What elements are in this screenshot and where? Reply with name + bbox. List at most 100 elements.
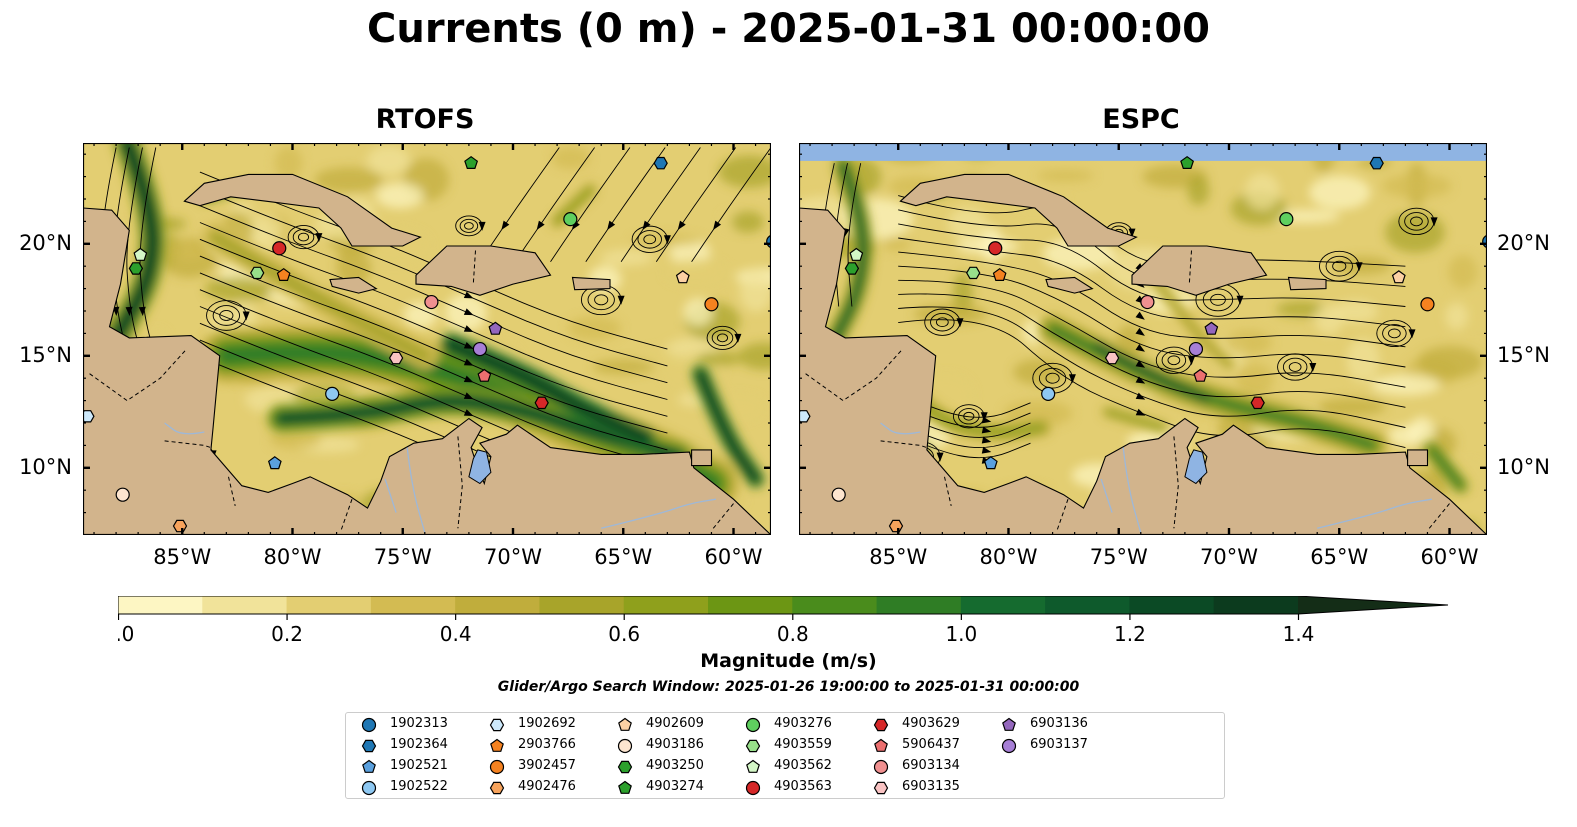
marker-1902521 [983,456,998,470]
colorbar-segment [960,596,1046,614]
land-central-america [799,207,1487,535]
land-puerto-rico [1287,276,1327,291]
marker-4903276 [563,212,578,227]
instrument-markers [799,155,1487,533]
legend-label: 4903559 [774,737,832,752]
legend-label: 3902457 [518,758,576,773]
legend-marker-1902522 [361,780,377,796]
legend-label: 4903629 [902,716,960,731]
x-tick-label-right: 60°W [1420,545,1479,569]
marker-5906437 [1193,368,1208,382]
y-tick-label-right: 15°N [1497,342,1550,367]
legend-label: 4902609 [646,716,704,731]
legend-label: 1902522 [390,779,448,794]
marker-4902609 [1391,270,1406,284]
marker-6903136 [1204,321,1219,335]
land-jamaica [329,276,378,294]
land-hispaniola [1131,245,1268,296]
land [799,173,1487,535]
colorbar-tick-label: 0.8 [777,622,809,646]
legend-marker-4903563 [745,780,761,796]
colorbar-segment [455,596,540,614]
marker-4903629 [534,396,549,410]
legend-marker-6903135 [873,781,889,795]
marker-4903274 [1180,155,1195,169]
map-panel-rtofs [83,143,771,535]
x-tick-label-right: 70°W [1200,545,1258,569]
colorbar-tick-label: 1.2 [1114,622,1146,646]
legend-label: 6903137 [1030,737,1088,752]
colorbar-tick-label: 1.0 [945,622,977,646]
marker-6903134 [424,294,439,310]
legend-label: 1902692 [518,716,576,731]
y-tick-label-left: 10°N [19,454,72,479]
marker-1902521 [267,456,282,470]
legend-label: 6903135 [902,779,960,794]
x-tick-label-right: 85°W [869,545,928,569]
marker-4903563 [988,241,1003,256]
marker-4903563 [272,241,287,256]
legend-marker-4903562 [746,759,760,773]
legend-marker-1902364 [361,739,377,753]
x-tick-label-right: 65°W [1310,545,1369,569]
marker-4903250 [844,262,860,275]
legend-label: 4903186 [646,737,704,752]
legend-marker-6903136 [1002,717,1016,731]
marker-2903766 [992,267,1007,281]
colorbar-extend-max [1298,596,1448,614]
x-tick-label-left: 75°W [373,545,432,569]
marker-4903562 [849,247,864,261]
marker-6903137 [472,341,488,357]
x-tick-label-left: 65°W [594,545,653,569]
legend-marker-4902476 [489,781,505,795]
instrument-markers [83,155,771,533]
search-window-note: Glider/Argo Search Window: 2025-01-26 19… [497,679,1080,695]
marker-4903559 [966,266,981,280]
legend-marker-3902457 [489,759,505,775]
marker-4902609 [675,270,690,284]
land-central-america [83,207,771,535]
legend-marker-1902521 [362,759,376,773]
marker-1902522 [325,386,340,401]
marker-3902457 [1420,297,1435,312]
panel-title-rtofs: RTOFS [375,104,475,135]
streamlines [821,163,1435,472]
marker-4903186 [831,487,846,502]
marker-4903629 [1250,396,1265,410]
rivers [880,422,1433,533]
land-jamaica [1045,276,1094,294]
colorbar-segment [118,596,203,614]
legend-marker-4903276 [745,717,761,733]
legend-marker-4903274 [618,780,632,794]
marker-6903136 [488,321,503,335]
lake-maracaibo [468,449,492,485]
marker-3902457 [704,297,719,312]
colorbar-segment [1129,596,1215,614]
marker-1902692 [83,410,95,423]
marker-6903137 [1188,341,1204,357]
legend-marker-1902692 [489,718,505,732]
colorbar-tick-label: 1.4 [1283,622,1315,646]
legend-marker-4903186 [617,738,633,754]
land-trinidad [691,449,713,467]
colorbar-segment [286,596,372,614]
legend-label: 5906437 [902,737,960,752]
legend-marker-2903766 [490,738,504,752]
legend-label: 4903250 [646,758,704,773]
legend-label: 1902364 [390,737,448,752]
land-puerto-rico [571,276,611,291]
marker-1902692 [799,410,811,423]
instrument-legend: 1902313 1902364 1902521 1902522 1902692 29037… [345,712,1225,799]
marker-4903562 [133,247,148,261]
legend-marker-5906437 [874,738,888,752]
marker-4903274 [464,155,479,169]
y-tick-label-left: 15°N [19,342,72,367]
marker-1902364 [653,156,668,170]
x-tick-label-right: 80°W [979,545,1038,569]
colorbar-segment [539,596,625,614]
land-cuba [899,173,1138,247]
legend-label: 1902521 [390,758,448,773]
panel-title-espc: ESPC [1102,104,1180,135]
legend-label: 4903276 [774,716,832,731]
legend-marker-4903629 [873,718,889,732]
